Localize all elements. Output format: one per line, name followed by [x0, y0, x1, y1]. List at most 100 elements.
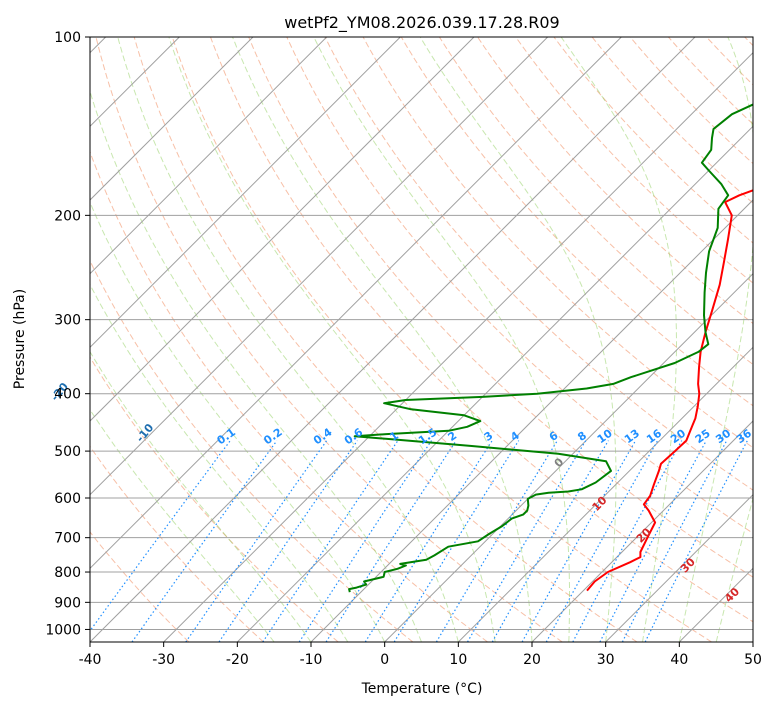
y-axis-label: Pressure (hPa) — [12, 289, 28, 389]
moist-adiabat-line — [90, 408, 275, 642]
dry-adiabat-line — [90, 356, 339, 642]
dry-adiabat-line — [553, 37, 753, 244]
dry-adiabat-line — [90, 150, 488, 642]
moist-adiabat-line — [715, 496, 753, 642]
dry-adiabat-line — [515, 37, 753, 284]
dry-adiabat-line — [133, 37, 638, 642]
data-layer — [348, 103, 753, 593]
isotherm-line — [605, 493, 753, 642]
x-tick-label: 0 — [380, 652, 389, 668]
dry-adiabat-line — [324, 37, 753, 491]
y-tick-label: 200 — [54, 208, 81, 224]
moist-adiabat-line — [90, 201, 386, 642]
isotherm-line — [752, 641, 753, 642]
isotherm-line — [90, 37, 328, 275]
dry-adiabat-line — [90, 445, 264, 642]
dry-adiabat-line — [95, 37, 563, 642]
isotherm-line — [457, 346, 753, 642]
isotherm-line — [678, 567, 753, 642]
dry-adiabat-line — [477, 37, 753, 325]
isotherm-line — [163, 51, 753, 642]
y-tick-label: 700 — [54, 531, 81, 547]
x-tick-label: -10 — [300, 652, 323, 668]
mixing-ratio-line — [435, 440, 558, 642]
dry-adiabat-line — [744, 37, 753, 47]
moist-adiabat-line — [168, 37, 496, 642]
mixing-ratio-line — [90, 440, 231, 632]
mixing-ratio-line — [131, 440, 278, 642]
moist-adiabat-line — [313, 37, 570, 642]
mixing-ratio-line — [621, 440, 728, 642]
dry-adiabat-line — [286, 37, 753, 534]
mixing-ratio-label: 0.4 — [311, 425, 335, 447]
moist-adiabat-line — [90, 350, 312, 642]
y-tick-label: 600 — [54, 491, 81, 507]
isotherm-line — [90, 37, 401, 349]
moist-adiabat-line — [117, 37, 459, 642]
mixing-ratio-label: 1 — [387, 429, 401, 444]
y-tick-label: 1000 — [45, 622, 81, 638]
y-tick-label: 100 — [54, 30, 81, 46]
mixing-ratio-label: 2 — [446, 429, 460, 444]
dry-adiabat-line — [591, 37, 753, 204]
moist-adiabat-line — [678, 37, 753, 642]
isotherm-line — [90, 37, 475, 422]
y-tick-label: 400 — [54, 387, 81, 403]
y-tick-label: 800 — [54, 565, 81, 581]
isotherm-line — [310, 199, 753, 642]
mixing-ratio-line — [521, 440, 637, 642]
mixing-ratio-label: 6 — [547, 429, 561, 444]
x-tick-label: 50 — [744, 652, 762, 668]
moist-adiabat-line — [232, 37, 533, 642]
mixing-ratio-line — [393, 440, 520, 642]
isotherm-line — [90, 37, 254, 201]
profile-line — [348, 103, 753, 593]
dry-adiabat-label: -10 — [134, 421, 157, 445]
x-tick-label: -30 — [152, 652, 175, 668]
mixing-ratio-label: 13 — [622, 427, 642, 446]
dry-adiabat-line — [210, 37, 753, 623]
mixing-ratio-label: 16 — [644, 427, 664, 447]
isotherm-line — [236, 125, 753, 642]
y-tick-label: 300 — [54, 313, 81, 329]
isotherm-line — [90, 37, 622, 570]
moist-adiabat-label: 10 — [590, 494, 610, 514]
isotherm-line — [90, 37, 696, 642]
x-tick-label: 30 — [597, 652, 615, 668]
moist-adiabat-line — [752, 640, 753, 642]
mixing-ratio-line — [491, 440, 609, 642]
x-axis-label: Temperature (°C) — [361, 681, 483, 697]
mixing-ratio-label: 8 — [575, 429, 589, 444]
mixing-ratio-label: 25 — [693, 427, 713, 446]
chart-title: wetPf2_YM08.2026.039.17.28.R09 — [284, 13, 559, 33]
dry-adiabat-line — [90, 531, 190, 642]
mixing-ratio-line — [218, 440, 358, 642]
mixing-ratio-line — [599, 440, 707, 642]
mixing-ratio-label: 36 — [734, 427, 754, 447]
moist-adiabat-line — [90, 89, 422, 642]
mixing-ratio-line — [298, 440, 432, 642]
dry-adiabat-line — [629, 37, 753, 165]
isotherm-line — [384, 272, 753, 642]
mixing-ratio-line — [185, 440, 328, 642]
grid-layer — [90, 37, 753, 642]
moist-adiabat-label: 20 — [634, 525, 654, 545]
mixing-ratio-line — [466, 440, 587, 642]
y-tick-label: 500 — [54, 444, 81, 460]
dry-adiabat-line — [668, 37, 753, 125]
moist-adiabat-line — [90, 283, 349, 642]
x-tick-label: -40 — [79, 652, 102, 668]
dry-adiabat-line — [90, 259, 414, 642]
mixing-ratio-line — [262, 440, 399, 642]
moist-adiabat-line — [419, 37, 617, 642]
dry-adiabat-line — [248, 37, 753, 578]
axis-layer: -40 -30 -20 -10 0 10 20 30 40 5010020030040050060… — [45, 30, 762, 668]
dry-adiabat-line — [400, 37, 753, 407]
mixing-ratio-label: 4 — [508, 429, 522, 444]
plot-frame — [89, 36, 754, 643]
moist-adiabat-line — [560, 37, 677, 642]
isotherm-line — [90, 37, 549, 496]
profile-line — [586, 189, 753, 592]
